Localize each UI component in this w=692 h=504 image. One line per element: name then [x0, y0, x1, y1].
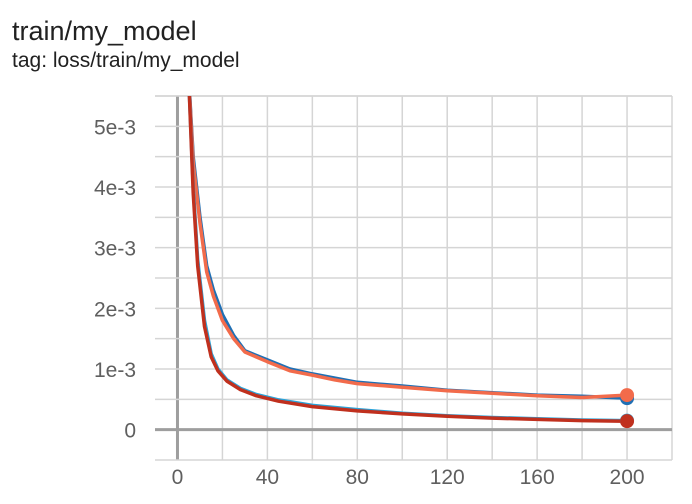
x-tick-label: 80 [346, 466, 369, 489]
x-tick-label: 200 [610, 466, 645, 489]
series-line-2 [187, 96, 629, 400]
y-tick-label: 5e-3 [94, 116, 136, 139]
end-markers [620, 388, 635, 429]
chart-header: train/my_model tag: loss/train/my_model [12, 14, 240, 74]
x-tick-label: 40 [256, 466, 279, 489]
y-tick-label: 0 [124, 420, 136, 443]
y-tick-label: 4e-3 [94, 177, 136, 200]
y-axis-ticks: 0 1e-3 2e-3 3e-3 4e-3 5e-3 [94, 116, 136, 442]
grid [155, 95, 673, 461]
series-line-4 [187, 96, 629, 423]
series-group [187, 96, 629, 423]
y-tick-label: 3e-3 [94, 238, 136, 261]
x-tick-label: 0 [172, 466, 184, 489]
chart-tag: tag: loss/train/my_model [12, 49, 240, 72]
x-axis-ticks: 0 40 80 120 160 200 [172, 466, 645, 489]
x-tick-label: 160 [520, 466, 555, 489]
x-tick-label: 120 [430, 466, 465, 489]
chart-title: train/my_model [12, 16, 197, 46]
y-tick-label: 1e-3 [94, 359, 136, 382]
series-end-marker-2 [620, 388, 635, 403]
series-end-marker-4 [620, 414, 635, 429]
y-tick-label: 2e-3 [94, 298, 136, 321]
